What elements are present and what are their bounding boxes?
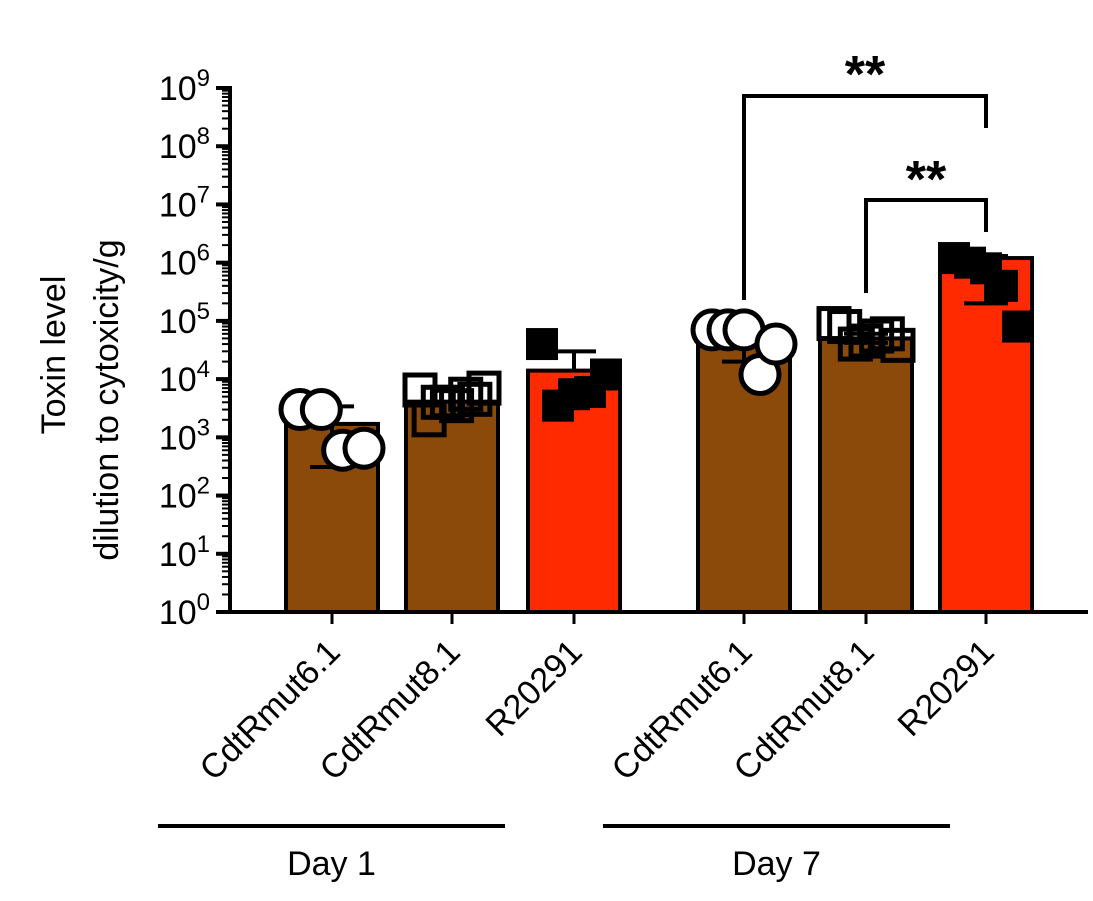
data-point	[429, 384, 465, 420]
data-point	[526, 328, 558, 361]
significance-label: **	[906, 151, 947, 209]
data-point	[869, 316, 905, 352]
x-tick-label: R20291	[479, 633, 590, 744]
group-label: Day 1	[287, 845, 376, 883]
y-tick-label: 103	[159, 414, 210, 457]
data-point	[448, 376, 484, 412]
group-label: Day 7	[732, 845, 821, 883]
y-tick-label: 109	[159, 65, 210, 108]
y-tick-label: 105	[159, 298, 210, 341]
data-point	[299, 388, 343, 432]
data-point	[439, 388, 475, 424]
data-point	[590, 358, 622, 391]
x-tick-label: R20291	[891, 633, 1002, 744]
y-tick-label: 108	[159, 123, 210, 166]
data-point	[457, 381, 493, 417]
data-point	[986, 269, 1018, 302]
y-axis-title: Toxin level dilution to cytoxicity/g	[35, 239, 126, 560]
y-tick-label: 101	[159, 531, 210, 574]
y-tick-label: 104	[159, 356, 210, 399]
y-tick-label: 107	[159, 181, 210, 224]
data-point	[816, 306, 852, 342]
data-point	[466, 370, 502, 406]
y-tick-label: 100	[159, 589, 210, 632]
y-tick-label: 102	[159, 473, 210, 516]
data-point	[880, 327, 916, 363]
y-axis-title-line2: dilution to cytoxicity/g	[88, 239, 126, 560]
y-axis-title-line1: Toxin level	[35, 276, 73, 435]
data-point	[342, 426, 386, 470]
significance-bracket	[742, 94, 988, 300]
significance-label: **	[845, 46, 886, 104]
y-tick-label: 106	[159, 240, 210, 283]
bar	[818, 336, 914, 614]
significance-bracket	[864, 198, 988, 293]
data-point	[754, 322, 798, 366]
data-point	[1002, 310, 1034, 343]
